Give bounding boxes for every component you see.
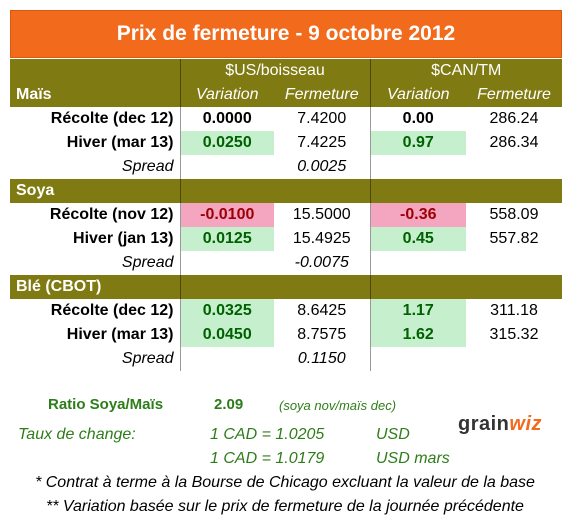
- col-fermeture: Fermeture: [274, 83, 371, 107]
- contract-label: Récolte (dec 12): [10, 299, 181, 323]
- logo-part-1: grain: [458, 413, 510, 435]
- section-name: Maïs: [10, 83, 181, 107]
- price-table: $US/boisseau $CAN/TM Maïs Variation Ferm…: [10, 59, 563, 371]
- usd-close: 15.5000: [274, 203, 371, 227]
- cad-close: 558.09: [489, 206, 539, 223]
- usd-close: 15.4925: [274, 227, 371, 251]
- table-row: Hiver (jan 13) 0.0125 15.4925 0.45 557.8…: [10, 227, 562, 251]
- usd-close: 8.6425: [274, 299, 371, 323]
- panel-title: Prix de fermeture - 9 octobre 2012: [10, 10, 562, 58]
- spread-label: Spread: [10, 155, 181, 179]
- currency-header-row: $US/boisseau $CAN/TM: [10, 59, 563, 83]
- price-panel: Prix de fermeture - 9 octobre 2012 $US/b…: [10, 10, 563, 371]
- section-header-soya: Soya: [10, 179, 563, 203]
- usd-header: $US/boisseau: [180, 59, 371, 83]
- usd-variation: 0.0325: [180, 299, 274, 323]
- section-header-mais: Maïs Variation Fermeture Variation Ferme…: [10, 83, 563, 107]
- cad-close: 286.24: [489, 110, 539, 127]
- footnote-1: * Contrat à terme à la Bourse de Chicago…: [35, 474, 535, 491]
- contract-label: Hiver (mar 13): [10, 131, 181, 155]
- cad-variation: 0.97: [370, 131, 466, 155]
- table-row: Récolte (dec 12) 0.0000 7.4200 0.00 286.…: [10, 107, 562, 131]
- spread-value: 0.0025: [274, 155, 371, 179]
- contract-label: Récolte (dec 12): [10, 107, 181, 131]
- spread-value: -0.0075: [274, 251, 371, 275]
- col-fermeture: Fermeture: [477, 86, 551, 103]
- ratio-note: (soya nov/maïs dec): [279, 398, 397, 413]
- spread-value: 0.1150: [274, 347, 371, 371]
- contract-label: Récolte (nov 12): [10, 203, 181, 227]
- cad-close: 315.32: [489, 326, 539, 343]
- spread-row: Spread 0.0025: [10, 155, 562, 179]
- col-variation: Variation: [386, 86, 450, 103]
- cad-close: 557.82: [489, 230, 539, 247]
- usd-variation: 0.0250: [180, 131, 274, 155]
- contract-label: Hiver (jan 13): [10, 227, 181, 251]
- ratio-value: 2.09: [214, 396, 244, 413]
- exchange-unit-1: USD: [376, 426, 410, 443]
- usd-variation: -0.0100: [180, 203, 274, 227]
- spread-row: Spread 0.1150: [10, 347, 562, 371]
- table-row: Récolte (nov 12) -0.0100 15.5000 -0.36 5…: [10, 203, 562, 227]
- exchange-label: Taux de change:: [18, 426, 136, 443]
- usd-variation: 0.0450: [180, 323, 274, 347]
- cad-close: 311.18: [490, 302, 538, 319]
- ratio-label: Ratio Soya/Maïs: [48, 396, 164, 413]
- section-name: Blé (CBOT): [10, 275, 181, 299]
- spread-label: Spread: [10, 251, 181, 275]
- footnote-2: ** Variation basée sur le prix de fermet…: [46, 498, 524, 515]
- exchange-unit-2: USD mars: [376, 450, 450, 467]
- cad-header: $CAN/TM: [431, 62, 502, 79]
- cad-close: 286.34: [489, 134, 539, 151]
- table-row: Récolte (dec 12) 0.0325 8.6425 1.17 311.…: [10, 299, 562, 323]
- usd-variation: 0.0125: [180, 227, 274, 251]
- table-row: Hiver (mar 13) 0.0450 8.7575 1.62 315.32: [10, 323, 562, 347]
- usd-close: 7.4200: [274, 107, 371, 131]
- spread-label: Spread: [10, 347, 181, 371]
- spread-row: Spread -0.0075: [10, 251, 562, 275]
- usd-variation: 0.0000: [202, 110, 252, 127]
- exchange-rate-2: 1 CAD = 1.0179: [210, 450, 325, 467]
- cad-variation: 0.45: [370, 227, 466, 251]
- usd-close: 8.7575: [274, 323, 371, 347]
- table-row: Hiver (mar 13) 0.0250 7.4225 0.97 286.34: [10, 131, 562, 155]
- usd-close: 7.4225: [274, 131, 371, 155]
- section-name: Soya: [10, 179, 181, 203]
- col-variation: Variation: [195, 86, 259, 103]
- cad-variation: 0.00: [402, 110, 434, 127]
- section-header-ble: Blé (CBOT): [10, 275, 563, 299]
- grainwiz-logo: grainwiz: [458, 413, 542, 436]
- cad-variation: 1.62: [370, 323, 466, 347]
- cad-variation: -0.36: [370, 203, 466, 227]
- cad-variation: 1.17: [370, 299, 466, 323]
- logo-part-2: wiz: [509, 413, 543, 435]
- contract-label: Hiver (mar 13): [10, 323, 181, 347]
- exchange-rate-1: 1 CAD = 1.0205: [210, 426, 325, 443]
